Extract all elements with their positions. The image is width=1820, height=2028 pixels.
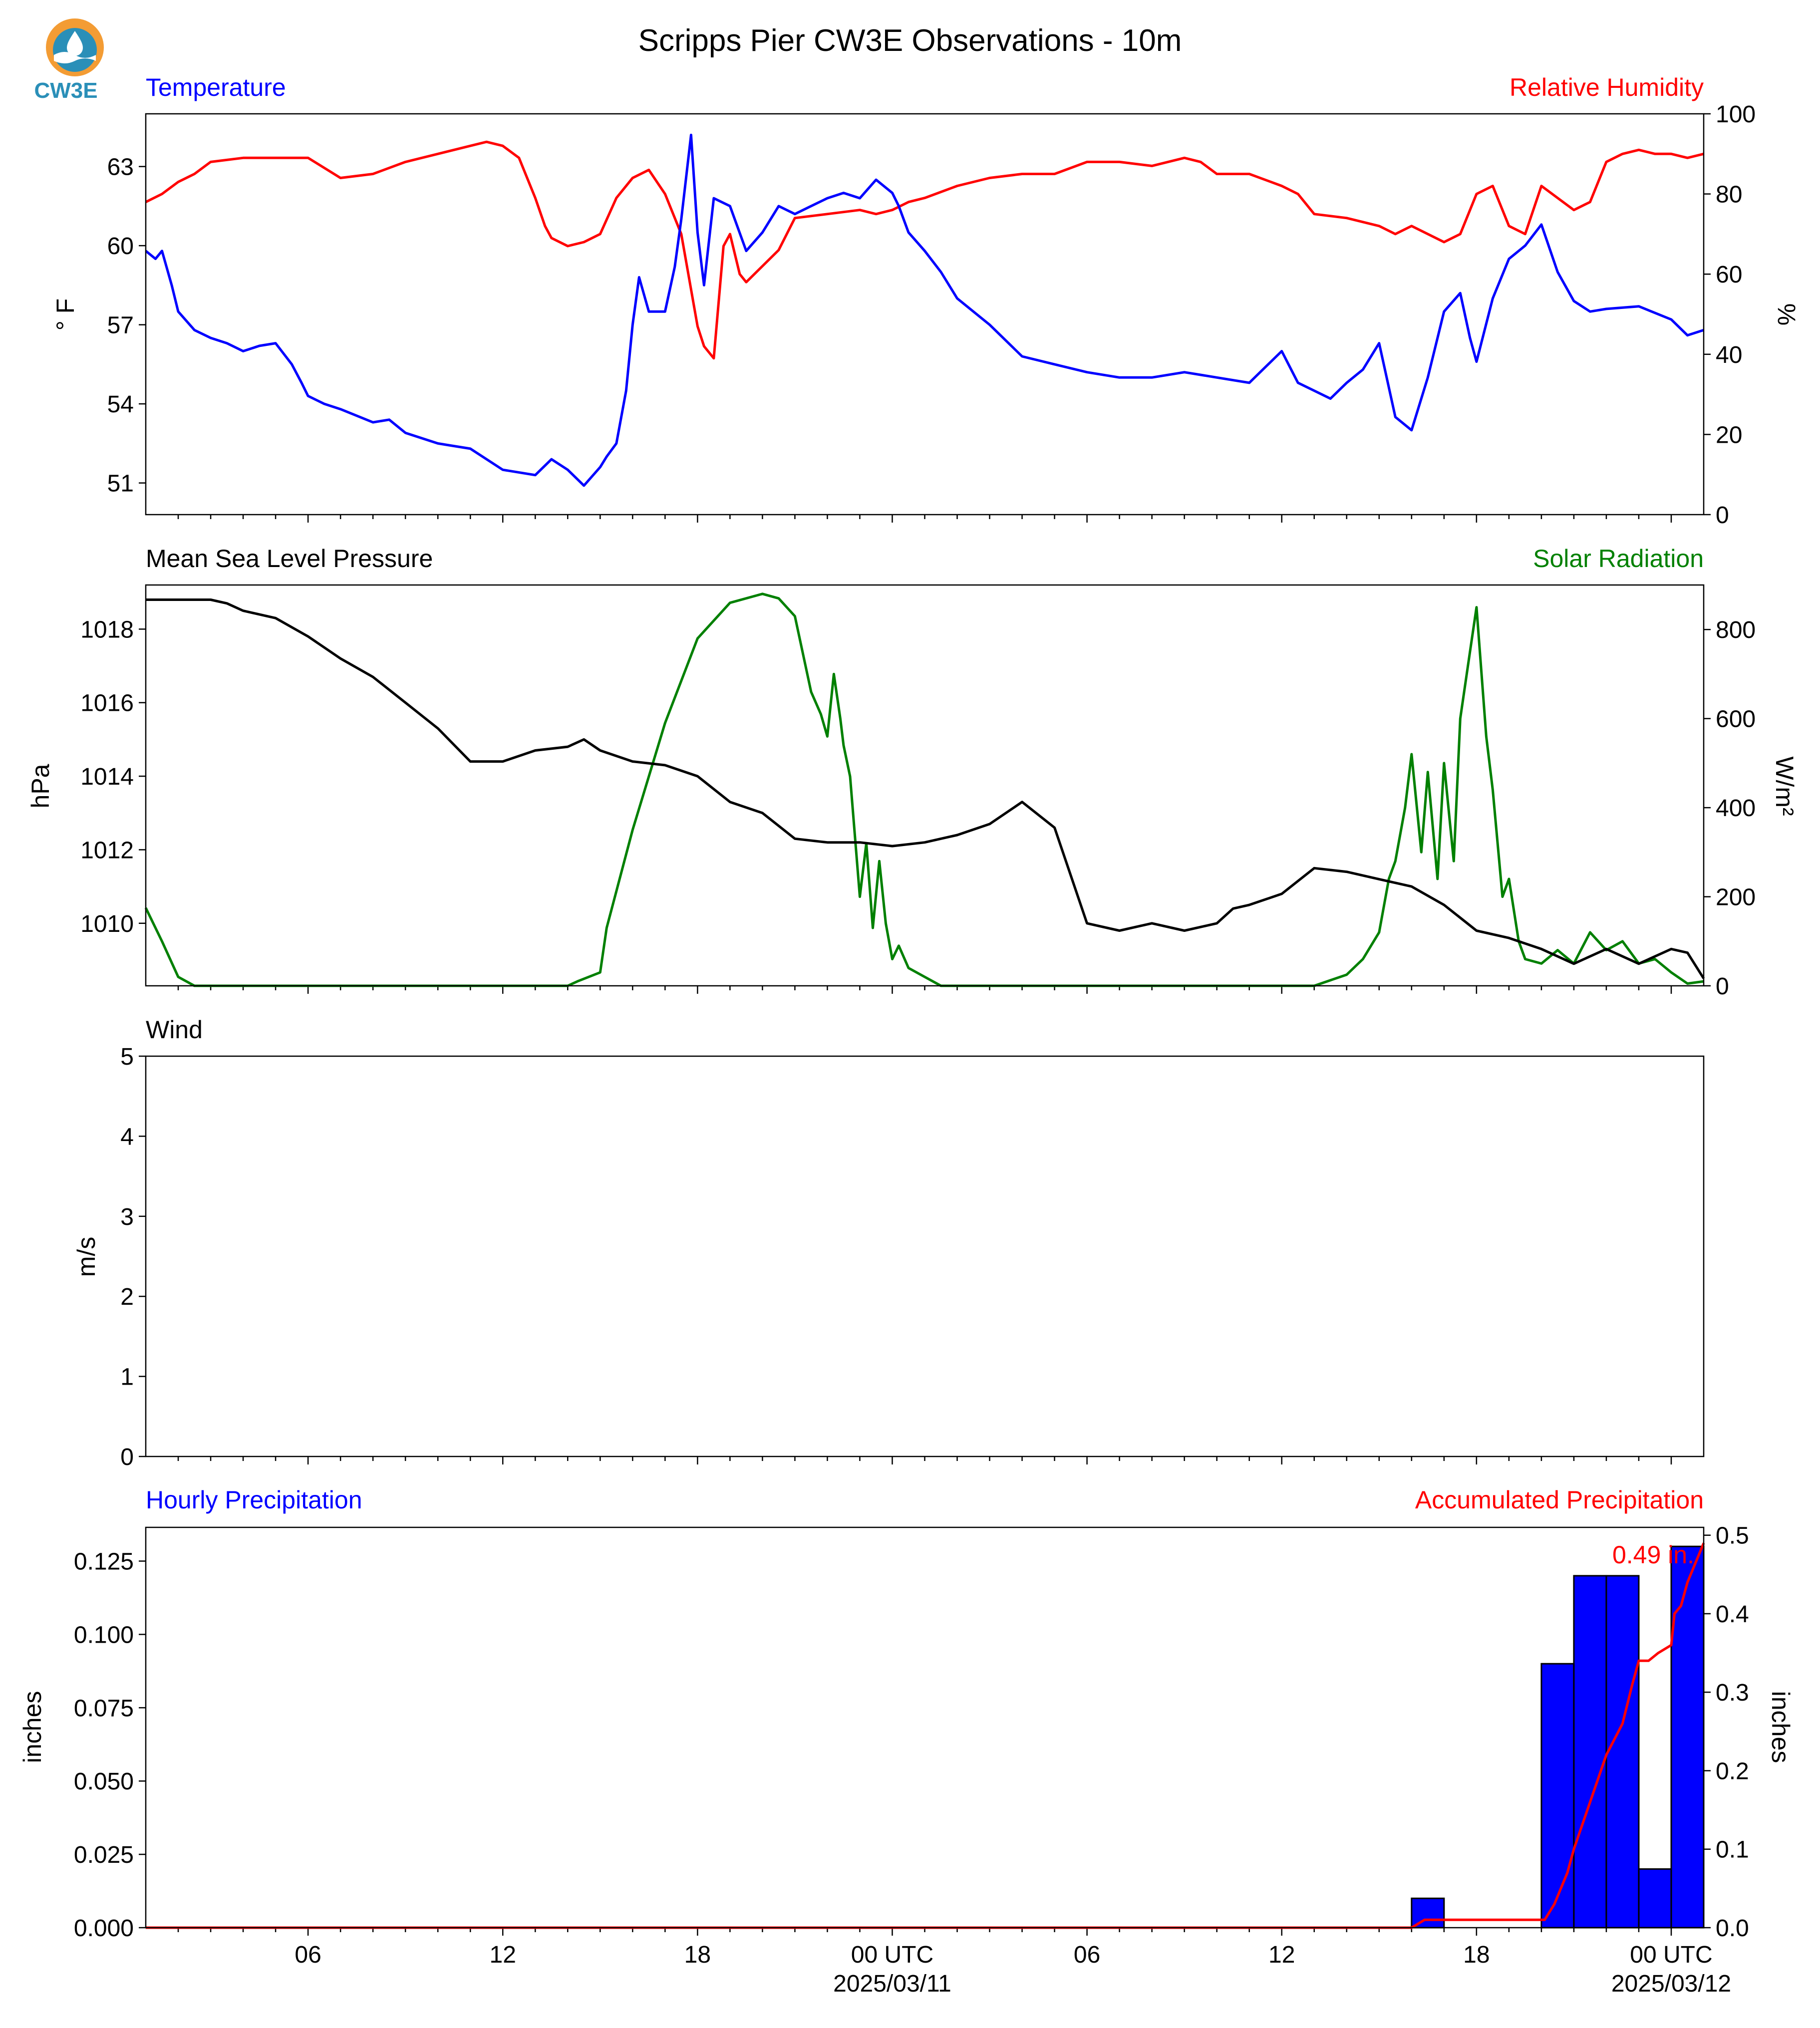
panel4-frame <box>145 1526 1705 1929</box>
wind-axis-label: m/s <box>72 1237 100 1277</box>
y-tick-label-right: 800 <box>1716 617 1756 643</box>
precip-bar <box>1573 1575 1607 1929</box>
y-tick-label-left: 0.100 <box>74 1622 134 1648</box>
y-tick-label-right: 0.5 <box>1716 1523 1749 1549</box>
y-tick-label-left: 5 <box>120 1044 134 1070</box>
x-date-label: 2025/03/12 <box>1611 1971 1731 1997</box>
panel1-x-ticks <box>177 515 1672 523</box>
y-tick-label-left: 3 <box>120 1204 134 1230</box>
y-tick-label-left: 4 <box>120 1124 134 1150</box>
cw3e-logo: CW3E <box>34 18 104 103</box>
y-tick-label-left: 2 <box>120 1284 134 1310</box>
panel-temperature-humidity: Temperature Relative Humidity ° F % 51 54… <box>51 73 1801 529</box>
y-tick-label-left: 63 <box>107 154 134 181</box>
y-tick-label-left: 0.025 <box>74 1842 134 1868</box>
pressure-axis-label: hPa <box>26 764 54 808</box>
precip-bar <box>1638 1868 1672 1929</box>
y-tick-label-left: 0.050 <box>74 1768 134 1795</box>
x-tick-label: 00 UTC <box>1630 1942 1712 1968</box>
panel-wind: Wind m/s 0 1 2 3 4 5 <box>72 1016 1705 1470</box>
logo-drop-icon <box>67 31 83 56</box>
solar-axis-label: W/m² <box>1771 756 1799 816</box>
temperature-axis-label: ° F <box>51 298 79 330</box>
x-tick-label: 18 <box>684 1942 711 1968</box>
x-date-label: 2025/03/11 <box>833 1971 951 1997</box>
y-tick-label-left: 60 <box>107 233 134 260</box>
x-tick-label: 12 <box>490 1942 516 1968</box>
y-tick-label-left: 0 <box>120 1444 134 1470</box>
humidity-line <box>145 140 1704 360</box>
wind-title: Wind <box>146 1016 203 1044</box>
y-tick-label-right: 0 <box>1716 502 1729 529</box>
precip-bar <box>1605 1575 1640 1929</box>
y-tick-label-right: 40 <box>1716 342 1742 368</box>
y-tick-label-left: 1012 <box>80 837 134 864</box>
wind-ticks: 0 1 2 3 4 5 <box>120 1044 146 1470</box>
x-tick-label: 12 <box>1268 1942 1295 1968</box>
y-tick-label-left: 0.075 <box>74 1695 134 1722</box>
hourly-precip-ticks: 0.000 0.025 0.050 0.075 0.100 0.125 <box>74 1549 146 1942</box>
y-tick-label-right: 0.3 <box>1716 1680 1749 1706</box>
hourly-precip-title: Hourly Precipitation <box>146 1486 362 1514</box>
y-tick-label-left: 0.000 <box>74 1915 134 1942</box>
hourly-precip-bars <box>1411 1545 1705 1929</box>
y-tick-label-right: 0.1 <box>1716 1837 1749 1863</box>
y-tick-label-right: 0.4 <box>1716 1601 1749 1628</box>
y-tick-label-right: 600 <box>1716 706 1756 733</box>
y-tick-label-right: 0 <box>1716 973 1729 1000</box>
y-tick-label-right: 60 <box>1716 262 1742 288</box>
x-tick-label: 06 <box>295 1942 321 1968</box>
temperature-ticks: 51 54 57 60 63 <box>107 154 146 497</box>
logo-wave-icon <box>54 52 96 63</box>
panel3-frame <box>145 1055 1705 1457</box>
logo-text: CW3E <box>34 78 97 103</box>
hourly-precip-axis-label: inches <box>18 1691 46 1763</box>
y-tick-label-left: 0.125 <box>74 1549 134 1575</box>
y-tick-label-right: 20 <box>1716 422 1742 448</box>
pressure-title: Mean Sea Level Pressure <box>146 545 433 573</box>
y-tick-label-right: 400 <box>1716 795 1756 822</box>
y-tick-label-left: 1016 <box>80 690 134 717</box>
precip-bar <box>1670 1545 1705 1929</box>
figure-title: Scripps Pier CW3E Observations - 10m <box>638 23 1182 58</box>
panel2-frame <box>145 584 1705 987</box>
accumulated-total-label: 0.49 in. <box>1612 1541 1694 1569</box>
panel-precipitation: Hourly Precipitation Accumulated Precipi… <box>18 1486 1795 1942</box>
humidity-title: Relative Humidity <box>1510 73 1704 101</box>
panel3-x-ticks <box>177 1456 1672 1464</box>
y-tick-label-left: 1014 <box>80 764 134 790</box>
accumulated-precip-line <box>146 1542 1705 1929</box>
y-tick-label-right: 0.0 <box>1716 1915 1749 1942</box>
humidity-axis-label: % <box>1773 303 1801 325</box>
accumulated-precip-ticks: 0.0 0.1 0.2 0.3 0.4 0.5 <box>1704 1523 1749 1942</box>
y-tick-label-left: 1018 <box>80 616 134 643</box>
precip-bar <box>1540 1663 1575 1929</box>
temperature-title: Temperature <box>146 73 286 101</box>
y-tick-label-right: 80 <box>1716 182 1742 208</box>
y-tick-label-left: 57 <box>107 312 134 339</box>
humidity-ticks: 0 20 40 60 80 100 <box>1704 101 1756 529</box>
y-tick-label-left: 1010 <box>80 911 134 937</box>
y-tick-label-right: 100 <box>1716 101 1756 128</box>
y-tick-label-left: 54 <box>107 391 134 418</box>
y-tick-label-left: 51 <box>107 471 134 497</box>
solar-title: Solar Radiation <box>1533 545 1704 573</box>
x-tick-label: 18 <box>1463 1942 1490 1968</box>
y-tick-label-left: 1 <box>120 1364 134 1391</box>
pressure-line <box>146 598 1705 979</box>
solar-ticks: 0 200 400 600 800 <box>1704 617 1756 1000</box>
y-tick-label-right: 200 <box>1716 884 1756 911</box>
accumulated-precip-axis-label: inches <box>1767 1691 1795 1763</box>
x-axis-labels: 06 12 18 00 UTC 06 12 18 00 UTC 2025/03/11 2025/0… <box>295 1942 1731 1997</box>
temperature-line <box>145 133 1704 487</box>
accumulated-precip-title: Accumulated Precipitation <box>1415 1486 1704 1514</box>
pressure-ticks: 1010 1012 1014 1016 1018 <box>80 616 146 937</box>
panel-pressure-solar: Mean Sea Level Pressure Solar Radiation … <box>26 545 1799 1000</box>
y-tick-label-right: 0.2 <box>1716 1758 1749 1784</box>
panel1-frame <box>145 113 1705 516</box>
x-tick-label: 06 <box>1074 1942 1100 1968</box>
x-tick-label: 00 UTC <box>851 1942 933 1968</box>
